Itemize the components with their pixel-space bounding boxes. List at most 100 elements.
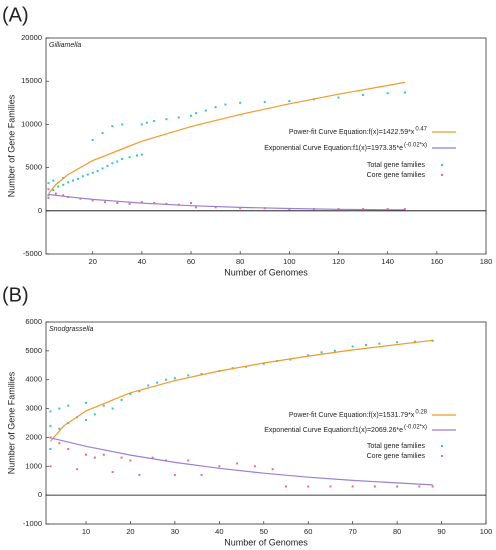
data-point [102,453,105,456]
data-point [47,188,50,191]
plot-frame [45,321,487,525]
y-tick-label: 20000 [21,33,42,42]
data-point [62,194,65,197]
data-point [116,202,119,205]
x-tick-label: 30 [171,527,179,536]
data-point [173,377,176,380]
data-point [362,94,365,97]
y-tick-label: 15000 [21,76,42,85]
data-point [91,199,94,202]
y-tick-label: 3000 [25,404,42,413]
data-point [58,442,61,445]
data-point [351,345,354,348]
data-point [135,154,138,157]
data-point [190,114,193,117]
x-tick-label: 140 [381,257,394,266]
data-point [120,456,123,459]
y-tick-label: -5000 [23,249,42,258]
data-point [333,349,336,352]
data-point [93,413,96,416]
data-point [253,465,256,468]
data-point [52,179,55,182]
legend-label: Core gene families [367,453,426,460]
y-tick-label: 1000 [25,461,42,470]
y-tick-label: -1000 [23,519,42,528]
data-point [111,162,114,165]
y-tick-label: 0 [38,206,42,215]
legend-marker [441,445,443,447]
x-tick-label: 40 [138,257,146,266]
data-point [153,202,156,205]
data-point [151,456,154,459]
data-point [58,407,61,410]
data-point [49,424,52,427]
data-point [140,201,143,204]
data-point [72,179,75,182]
data-point [67,181,70,184]
data-point [49,465,52,468]
x-tick-label: 160 [431,257,444,266]
legend-label: Exponential Curve Equation:f1(x)=1973.35… [264,145,403,152]
data-point [214,206,217,209]
legend-label: Exponential Curve Equation:f1(x)=2069.26… [264,427,403,434]
subtitle: Snodgrassella [49,326,93,333]
data-point [49,436,52,439]
data-point [153,119,156,122]
data-point [91,138,94,141]
data-point [239,207,242,210]
data-point [121,123,124,126]
subtitle: Gilliamella [49,42,81,49]
legend-superscript: 0.47 [415,127,427,133]
data-point [47,196,50,199]
data-point [67,447,70,450]
data-point [165,378,167,381]
data-point [129,459,132,462]
data-point [200,372,203,375]
x-tick-label: 50 [260,527,268,536]
x-tick-label: 120 [332,257,345,266]
data-point [93,456,96,459]
data-point [288,100,291,103]
data-point [138,473,141,476]
panel-label: (A) [2,4,29,26]
y-tick-label: 4000 [25,375,42,384]
data-point [289,358,292,361]
data-point [187,459,190,462]
data-point [85,401,87,404]
x-tick-label: 100 [283,257,296,266]
data-point [62,183,65,186]
data-point [47,194,50,197]
data-point [111,407,114,410]
data-point [396,341,399,344]
data-point [173,473,176,476]
data-point [307,485,310,488]
legend-marker [441,164,443,166]
legend-label: Total gene families [367,162,425,169]
data-point [218,465,221,468]
data-point [120,398,123,401]
data-point [263,100,266,103]
legend-superscript: (-0.02*x) [404,425,427,431]
data-point [116,160,119,163]
data-point [403,91,406,94]
data-point [156,381,159,384]
x-tick-label: 90 [437,527,445,536]
legend-label: Power-fit Curve Equation:f(x)=1531.79*x [289,412,415,419]
y-tick-label: 10000 [21,119,42,128]
x-tick-label: 20 [89,257,97,266]
data-point [165,118,168,121]
data-point [49,410,52,413]
x-tick-label: 80 [236,257,244,266]
data-point [194,112,197,115]
data-point [128,156,131,159]
y-axis-title: Number of Gene Families [6,371,16,474]
y-tick-label: 5000 [25,163,42,172]
data-point [204,109,207,112]
legend-superscript: (-0.02*x) [404,143,427,149]
data-point [187,374,190,377]
x-axis-title: Number of Genomes [224,537,308,547]
y-tick-label: 0 [38,490,42,499]
data-point [47,182,50,185]
data-point [147,384,150,387]
y-tick-label: 6000 [25,317,42,326]
